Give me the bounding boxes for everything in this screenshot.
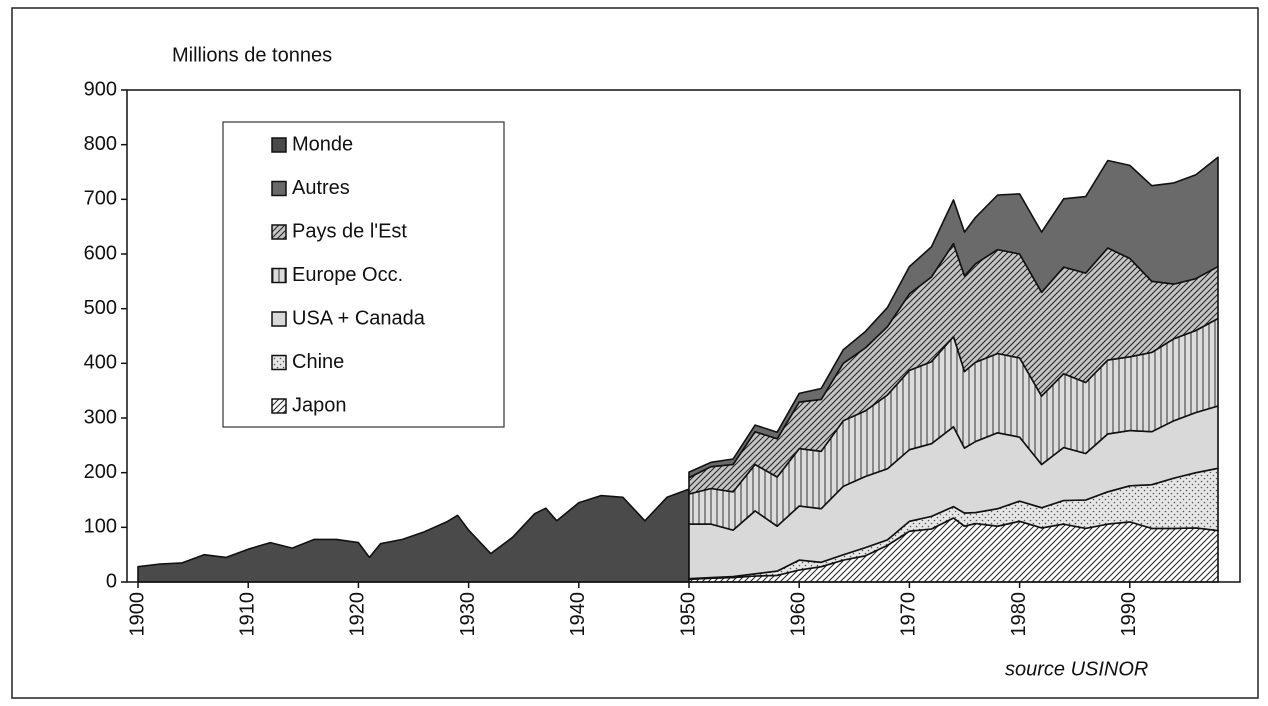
y-tick-label: 0 bbox=[106, 570, 117, 592]
source-note: source USINOR bbox=[1005, 658, 1148, 680]
area bbox=[688, 156, 1219, 479]
area bbox=[137, 488, 690, 583]
legend-swatch bbox=[271, 311, 287, 327]
y-tick-label: 800 bbox=[84, 133, 117, 155]
y-tick-label: 400 bbox=[84, 352, 117, 374]
x-tick-label: 1980 bbox=[1008, 592, 1030, 637]
y-tick-label: 900 bbox=[84, 78, 117, 100]
x-tick-label: 1990 bbox=[1118, 592, 1140, 637]
x-tick-label: 1910 bbox=[236, 592, 258, 637]
y-tick-label: 700 bbox=[84, 188, 117, 210]
y-tick-label: 600 bbox=[84, 242, 117, 264]
legend: Monde Autres Pays de l'Est Europe Occ. USA +… bbox=[222, 121, 505, 428]
y-tick-label: 300 bbox=[84, 406, 117, 428]
legend-label: USA + Canada bbox=[292, 307, 426, 329]
legend-label: Pays de l'Est bbox=[292, 220, 407, 242]
legend-swatch bbox=[271, 137, 287, 153]
y-tick-label: 500 bbox=[84, 297, 117, 319]
y-tick-label: 200 bbox=[84, 461, 117, 483]
outer-frame bbox=[11, 7, 1259, 699]
legend-swatch bbox=[271, 398, 287, 414]
x-tick-label: 1930 bbox=[457, 592, 479, 637]
x-tick-label: 1950 bbox=[677, 592, 699, 637]
areas bbox=[137, 156, 1219, 583]
axes: 0 100 200 300 400 500 600 700 800 900 1900 1910 1920… bbox=[84, 78, 1140, 636]
x-tick-label: 1900 bbox=[126, 592, 148, 637]
legend-label: Europe Occ. bbox=[292, 264, 403, 286]
legend-label: Japon bbox=[292, 394, 347, 416]
legend-label: Monde bbox=[292, 133, 353, 155]
x-tick-label: 1940 bbox=[567, 592, 589, 637]
legend-swatch bbox=[271, 224, 287, 240]
y-tick-label: 100 bbox=[84, 516, 117, 538]
legend-swatch bbox=[271, 354, 287, 371]
legend-label: Chine bbox=[292, 351, 344, 373]
legend-swatch bbox=[271, 180, 287, 197]
x-tick-label: 1920 bbox=[347, 592, 369, 637]
legend-box bbox=[222, 121, 505, 428]
legend-swatch bbox=[271, 267, 287, 284]
x-tick-label: 1970 bbox=[898, 592, 920, 637]
y-axis-label: Millions de tonnes bbox=[172, 44, 332, 66]
x-tick-label: 1960 bbox=[787, 592, 809, 637]
plot-frame bbox=[126, 89, 1241, 583]
legend-label: Autres bbox=[292, 177, 350, 199]
